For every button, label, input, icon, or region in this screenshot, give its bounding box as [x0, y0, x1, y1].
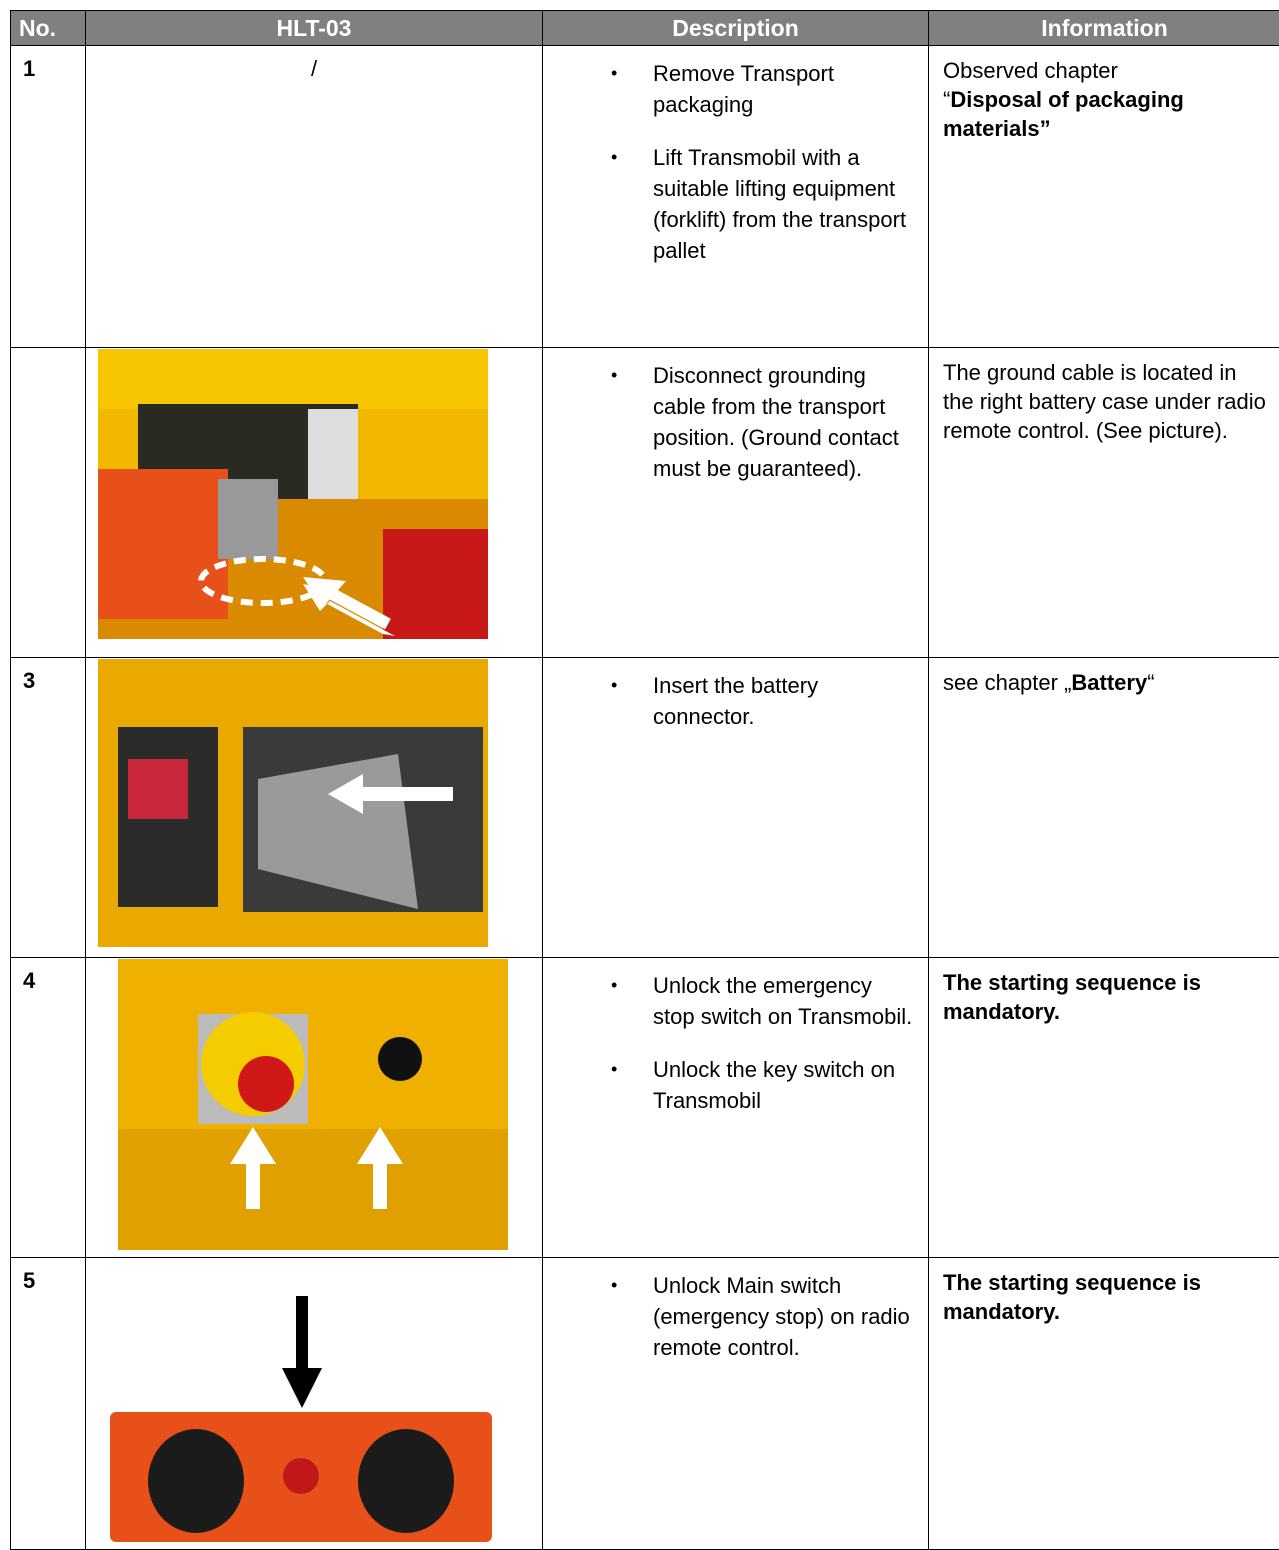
bullet-list: Disconnect grounding cable from the tran…	[543, 360, 928, 484]
information: The ground cable is located in the right…	[929, 348, 1279, 658]
description: Remove Transport packaging Lift Transmobi…	[543, 46, 929, 348]
photo-remote-control	[106, 1296, 496, 1544]
row: 4 Unlock the emergency stop switch on Tr…	[11, 958, 1279, 1258]
header-row: No. HLT-03 Description Information	[11, 11, 1279, 46]
row: 3 Insert the battery connector. see chap…	[11, 658, 1279, 958]
info-line: The starting sequence is mandatory.	[943, 1268, 1272, 1326]
information: see chapter „Battery“	[929, 658, 1279, 958]
bullet-list: Unlock Main switch (emergency stop) on r…	[543, 1270, 928, 1363]
header-cell: Information	[929, 11, 1279, 46]
info-line: see chapter „Battery“	[943, 668, 1272, 697]
row: 5 Unlock Main switch (emergency stop) on…	[11, 1258, 1279, 1550]
step-number: 4	[11, 958, 86, 1258]
image-cell	[86, 348, 543, 658]
bullet-item: Disconnect grounding cable from the tran…	[653, 360, 918, 484]
header-cell: No.	[11, 11, 86, 46]
header-cell: Description	[543, 11, 929, 46]
info-text: Battery	[1071, 670, 1147, 695]
description: Unlock Main switch (emergency stop) on r…	[543, 1258, 929, 1550]
bullet-item: Unlock the emergency stop switch on Tran…	[653, 970, 918, 1032]
image-placeholder: /	[86, 46, 542, 82]
information: Observed chapter“Disposal of packaging m…	[929, 46, 1279, 348]
info-text: see chapter „	[943, 670, 1071, 695]
info-text: Observed chapter	[943, 58, 1118, 83]
description: Insert the battery connector.	[543, 658, 929, 958]
image-cell	[86, 658, 543, 958]
bullet-item: Remove Transport packaging	[653, 58, 918, 120]
info-text: The ground cable is located in the right…	[943, 360, 1266, 443]
image-cell	[86, 958, 543, 1258]
information: The starting sequence is mandatory.	[929, 958, 1279, 1258]
info-line: The ground cable is located in the right…	[943, 358, 1272, 445]
info-text: The starting sequence is mandatory.	[943, 1270, 1201, 1324]
info-text: Disposal of packaging materials”	[943, 87, 1184, 141]
description: Unlock the emergency stop switch on Tran…	[543, 958, 929, 1258]
bullet-item: Lift Transmobil with a suitable lifting …	[653, 142, 918, 266]
row: Disconnect grounding cable from the tran…	[11, 348, 1279, 658]
procedure-table: No. HLT-03 Description Information 1 / R…	[10, 10, 1279, 1550]
bullet-item: Unlock Main switch (emergency stop) on r…	[653, 1270, 918, 1363]
step-number: 3	[11, 658, 86, 958]
info-line: Observed chapter	[943, 56, 1272, 85]
row: 1 / Remove Transport packaging Lift Trans…	[11, 46, 1279, 348]
information: The starting sequence is mandatory.	[929, 1258, 1279, 1550]
step-number	[11, 348, 86, 658]
info-line: The starting sequence is mandatory.	[943, 968, 1272, 1026]
description: Disconnect grounding cable from the tran…	[543, 348, 929, 658]
bullet-list: Insert the battery connector.	[543, 670, 928, 732]
photo-emergency-stop	[118, 959, 508, 1250]
info-text: The starting sequence is mandatory.	[943, 970, 1201, 1024]
bullet-item: Insert the battery connector.	[653, 670, 918, 732]
bullet-list: Unlock the emergency stop switch on Tran…	[543, 970, 928, 1116]
header-cell: HLT-03	[86, 11, 543, 46]
info-text: “	[1147, 670, 1154, 695]
photo-battery	[98, 659, 488, 947]
step-number: 1	[11, 46, 86, 348]
image-cell	[86, 1258, 543, 1550]
image-cell: /	[86, 46, 543, 348]
bullet-item: Unlock the key switch on Transmobil	[653, 1054, 918, 1116]
info-line: “Disposal of packaging materials”	[943, 85, 1272, 143]
bullet-list: Remove Transport packaging Lift Transmobi…	[543, 58, 928, 266]
step-number: 5	[11, 1258, 86, 1550]
photo-grounding	[98, 349, 488, 639]
